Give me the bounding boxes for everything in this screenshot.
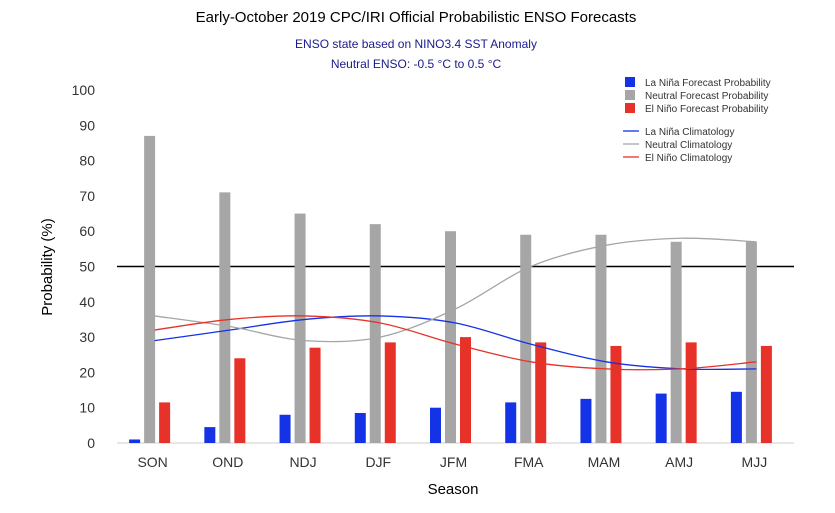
la-nina-climatology-line bbox=[154, 315, 757, 371]
y-tick-label: 10 bbox=[79, 400, 95, 416]
neutral-forecast-probability-bar bbox=[670, 241, 682, 443]
el-nino-forecast-probability-bar bbox=[760, 345, 772, 443]
neutral-forecast-probability-legend-label: Neutral Forecast Probability bbox=[645, 91, 768, 102]
la-nina-forecast-probability-bar bbox=[279, 414, 291, 443]
la-nina-forecast-probability-bar bbox=[655, 393, 667, 443]
el-nino-forecast-probability-legend-swatch bbox=[625, 103, 635, 113]
la-nina-forecast-probability-legend-swatch bbox=[625, 77, 635, 87]
y-tick-label: 50 bbox=[79, 259, 95, 275]
neutral-forecast-probability-bar bbox=[369, 224, 381, 443]
el-nino-climatology-line bbox=[154, 315, 757, 371]
neutral-forecast-probability-bar bbox=[445, 231, 456, 443]
neutral-forecast-probability-bar bbox=[745, 241, 757, 443]
el-nino-forecast-probability-bar bbox=[234, 358, 246, 443]
la-nina-climatology-legend-label: La Niña Climatology bbox=[645, 127, 735, 138]
chart-subtitle-line-1: ENSO state based on NINO3.4 SST Anomaly bbox=[295, 37, 537, 51]
la-nina-forecast-probability-bar bbox=[505, 402, 517, 443]
la-nina-forecast-probability-bar bbox=[354, 412, 366, 443]
y-axis-label: Probability (%) bbox=[39, 218, 56, 316]
y-tick-label: 90 bbox=[79, 117, 95, 133]
el-nino-forecast-probability-bar bbox=[159, 402, 171, 443]
y-tick-label: 20 bbox=[79, 364, 95, 380]
la-nina-forecast-probability-legend-label: La Niña Forecast Probability bbox=[645, 78, 771, 89]
x-tick-label: MAM bbox=[588, 454, 621, 470]
el-nino-forecast-probability-bar bbox=[384, 342, 396, 443]
x-tick-label: JFM bbox=[440, 454, 467, 470]
legend: La Niña Forecast Probability Neutral Fore… bbox=[623, 77, 771, 164]
x-tick-label: MJJ bbox=[742, 454, 768, 470]
el-nino-forecast-probability-legend-label: El Niño Forecast Probability bbox=[645, 104, 768, 115]
x-tick-label: SON bbox=[137, 454, 167, 470]
chart-title: Early-October 2019 CPC/IRI Official Prob… bbox=[196, 9, 637, 26]
la-nina-forecast-probability-bar bbox=[580, 398, 592, 443]
el-nino-climatology-legend-label: El Niño Climatology bbox=[645, 153, 732, 164]
el-nino-forecast-probability-bar bbox=[460, 337, 471, 443]
y-tick-label: 80 bbox=[79, 153, 95, 169]
y-tick-label: 60 bbox=[79, 223, 95, 239]
x-tick-label: NDJ bbox=[289, 454, 316, 470]
la-nina-forecast-probability-bar bbox=[430, 407, 441, 443]
la-nina-forecast-probability-bar bbox=[129, 439, 141, 443]
plot-area: 0 10 20 30 40 50 60 70 80 90 100 SON OND NDJ DJF JFM FMA… bbox=[72, 82, 794, 470]
x-tick-label: DJF bbox=[365, 454, 391, 470]
chart-subtitle-line-2: Neutral ENSO: -0.5 °C to 0.5 °C bbox=[331, 57, 502, 71]
neutral-forecast-probability-legend-swatch bbox=[625, 90, 635, 100]
neutral-climatology-legend-label: Neutral Climatology bbox=[645, 140, 732, 151]
y-tick-label: 40 bbox=[79, 294, 95, 310]
neutral-forecast-probability-bar bbox=[595, 234, 607, 443]
el-nino-forecast-probability-bar bbox=[685, 342, 697, 443]
y-tick-label: 100 bbox=[72, 82, 96, 98]
neutral-forecast-probability-bar bbox=[294, 213, 306, 443]
neutral-forecast-probability-bar bbox=[520, 234, 532, 443]
x-axis-label: Season bbox=[428, 481, 479, 498]
x-tick-label: OND bbox=[212, 454, 243, 470]
neutral-climatology-line bbox=[154, 237, 757, 343]
la-nina-forecast-probability-bar bbox=[204, 427, 216, 443]
el-nino-forecast-probability-bar bbox=[535, 342, 547, 443]
el-nino-forecast-probability-bar bbox=[309, 347, 321, 443]
y-tick-label: 30 bbox=[79, 329, 95, 345]
y-tick-label: 70 bbox=[79, 188, 95, 204]
el-nino-forecast-probability-bar bbox=[610, 345, 622, 443]
x-tick-label: AMJ bbox=[665, 454, 693, 470]
la-nina-forecast-probability-bar bbox=[730, 391, 742, 443]
y-tick-label: 0 bbox=[87, 435, 95, 451]
neutral-forecast-probability-bar bbox=[144, 135, 156, 443]
neutral-forecast-probability-bar bbox=[219, 192, 231, 443]
x-tick-label: FMA bbox=[514, 454, 544, 470]
